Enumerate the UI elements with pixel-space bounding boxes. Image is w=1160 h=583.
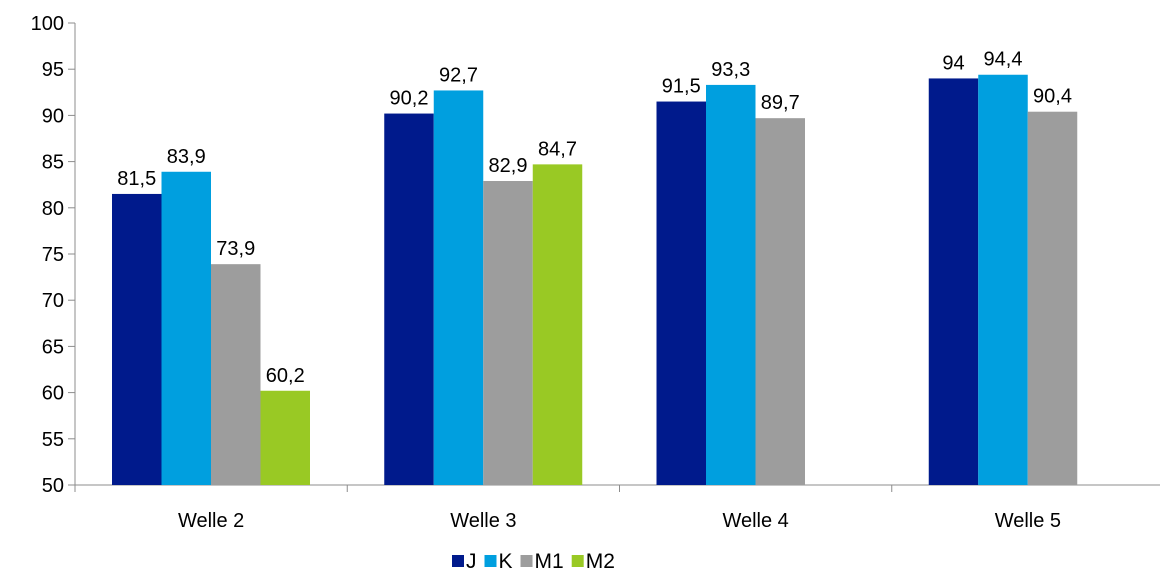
bar-k — [706, 84, 756, 486]
x-axis: Welle 2 Welle 3 Welle 4 Welle 5 — [74, 484, 1160, 532]
bar-j — [384, 113, 434, 485]
data-label: 82,9 — [489, 155, 528, 177]
y-tick-label: 95 — [42, 59, 64, 81]
bars — [112, 74, 1078, 486]
data-label: 93,3 — [711, 59, 750, 81]
y-tick-label: 80 — [42, 198, 64, 220]
legend-label: M1 — [535, 550, 564, 573]
legend-swatch-j — [452, 555, 464, 567]
bar-k — [433, 90, 484, 486]
bar-m1 — [1027, 111, 1078, 485]
bar-m1 — [755, 118, 805, 485]
bar-k — [161, 171, 211, 486]
data-label: 90,2 — [390, 88, 429, 110]
legend: J K M1 M2 — [452, 550, 615, 573]
bar-j — [928, 78, 979, 485]
bar-m2 — [260, 390, 310, 485]
data-label: 92,7 — [439, 64, 478, 86]
x-tick-label: Welle 3 — [450, 510, 516, 532]
bar-m1 — [483, 181, 533, 485]
y-tick-label: 60 — [42, 383, 64, 405]
legend-label: J — [466, 550, 477, 573]
data-label: 91,5 — [662, 76, 701, 98]
data-label: 84,7 — [538, 138, 577, 160]
bar-j — [656, 101, 706, 485]
legend-label: K — [499, 550, 513, 573]
data-label: 90,4 — [1033, 86, 1072, 108]
y-axis: 50 55 60 65 70 75 80 85 90 95 100 — [31, 13, 76, 497]
y-tick-label: 65 — [42, 336, 64, 358]
bar-m1 — [211, 264, 261, 485]
y-tick-label: 100 — [31, 13, 64, 35]
bar-m2 — [532, 164, 583, 485]
data-label: 81,5 — [117, 168, 156, 190]
data-label: 89,7 — [761, 92, 800, 114]
data-label: 94 — [942, 52, 964, 74]
data-label: 73,9 — [216, 238, 255, 260]
y-tick-label: 70 — [42, 290, 64, 312]
data-label: 94,4 — [984, 49, 1023, 71]
bar-j — [112, 193, 162, 485]
bar-k — [978, 74, 1028, 485]
data-labels: 81,5 83,9 73,9 60,2 90,2 92,7 82,9 84,7 91,5 93,3… — [117, 49, 1072, 387]
x-tick-label: Welle 5 — [995, 510, 1061, 532]
y-tick-label: 55 — [42, 429, 64, 451]
x-tick-label: Welle 2 — [178, 510, 244, 532]
legend-swatch-m2 — [571, 555, 584, 567]
legend-swatch-m1 — [520, 555, 533, 567]
legend-swatch-k — [484, 555, 497, 567]
y-tick-label: 50 — [42, 475, 64, 497]
data-label: 60,2 — [266, 365, 305, 387]
y-tick-label: 75 — [42, 244, 64, 266]
x-tick-label: Welle 4 — [722, 510, 788, 532]
y-tick-label: 90 — [42, 105, 64, 127]
data-label: 83,9 — [167, 146, 206, 168]
legend-label: M2 — [586, 550, 615, 573]
y-tick-label: 85 — [42, 152, 64, 174]
